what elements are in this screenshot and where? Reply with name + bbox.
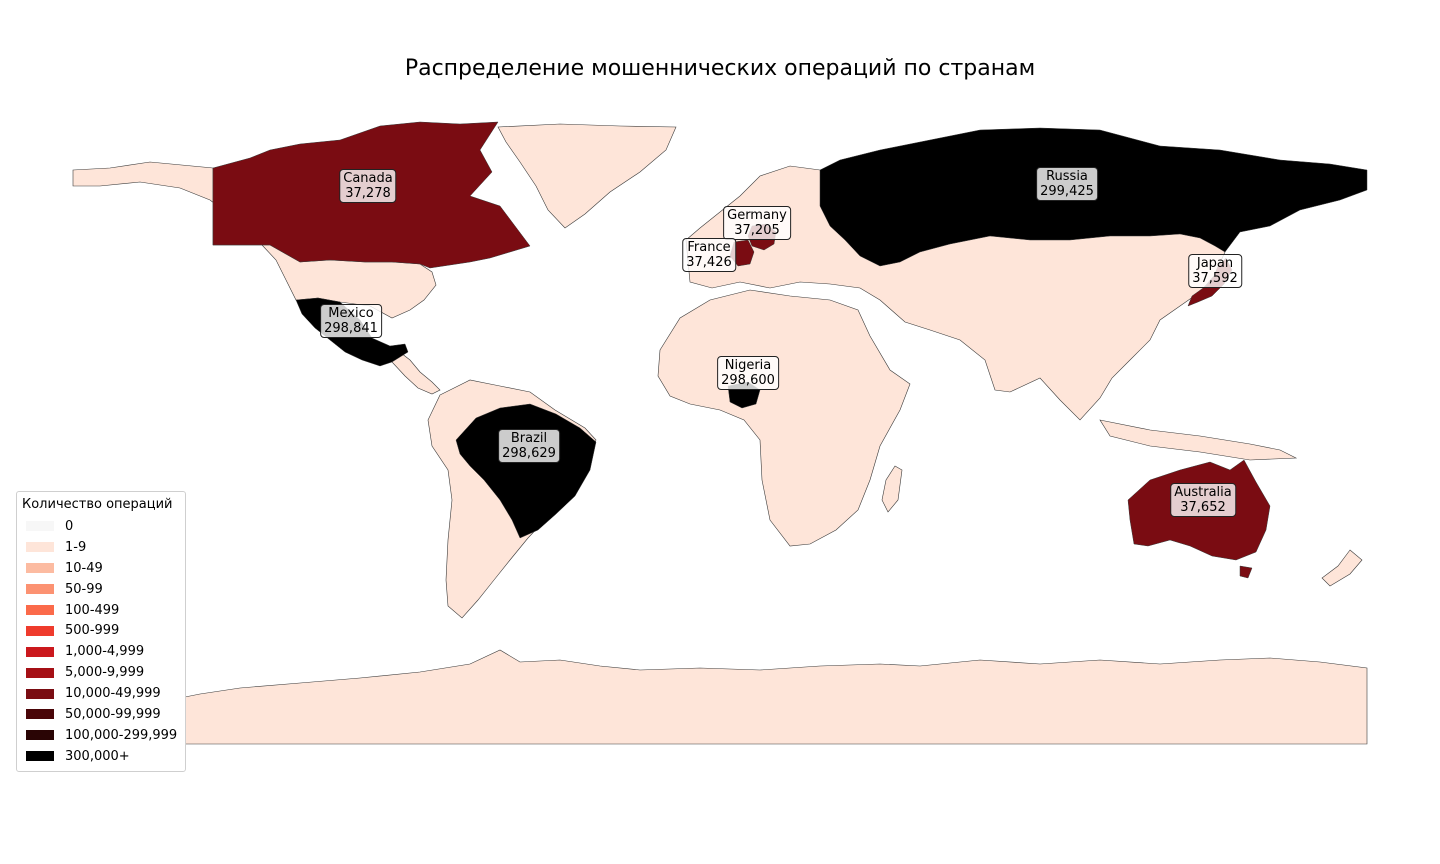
label-russia-name: Russia [1046, 169, 1088, 184]
legend-swatch [26, 751, 54, 762]
legend-label: 100,000-299,999 [65, 727, 178, 743]
map-legend: Количество операций 0 1-9 10-49 50-99 100-49… [16, 491, 186, 772]
label-germany-name: Germany [727, 208, 787, 223]
legend-swatch [26, 542, 54, 553]
legend-label: 500-999 [65, 623, 120, 639]
legend-item: 10,000-49,999 [21, 683, 181, 704]
label-russia: Russia 299,425 [1036, 167, 1098, 201]
label-nigeria-value: 298,600 [721, 373, 775, 388]
legend-label: 1-9 [65, 539, 87, 555]
legend-item: 100-499 [21, 600, 181, 621]
legend-label: 100-499 [65, 602, 120, 618]
legend-item: 500-999 [21, 620, 181, 641]
legend-swatch [26, 688, 54, 699]
label-germany: Germany 37,205 [723, 206, 791, 240]
label-france-value: 37,426 [686, 255, 732, 270]
label-brazil: Brazil 298,629 [498, 429, 560, 463]
legend-items: 0 1-9 10-49 50-99 100-499 500-999 1,000-4,999 5… [21, 516, 181, 767]
label-japan-value: 37,592 [1192, 271, 1238, 286]
legend-label: 300,000+ [65, 748, 130, 764]
legend-swatch [26, 584, 54, 595]
legend-swatch [26, 646, 54, 657]
legend-swatch [26, 730, 54, 741]
map-title: Распределение мошеннических операций по … [404, 56, 1036, 81]
legend-item: 0 [21, 516, 181, 537]
legend-item: 300,000+ [21, 746, 181, 767]
legend-swatch [26, 521, 54, 532]
label-france: France 37,426 [682, 238, 736, 272]
label-nigeria: Nigeria 298,600 [717, 356, 779, 390]
label-australia-name: Australia [1174, 485, 1232, 500]
madagascar [881, 465, 903, 513]
label-japan-name: Japan [1196, 256, 1234, 271]
central-america [391, 345, 441, 395]
label-canada-value: 37,278 [345, 186, 391, 201]
label-brazil-value: 298,629 [502, 446, 556, 461]
label-japan: Japan 37,592 [1188, 254, 1242, 288]
label-canada-name: Canada [343, 171, 393, 186]
legend-swatch [26, 605, 54, 615]
legend-item: 1,000-4,999 [21, 641, 181, 662]
legend-label: 0 [65, 518, 74, 534]
legend-item: 10-49 [21, 558, 181, 579]
label-nigeria-name: Nigeria [724, 358, 772, 373]
legend-swatch [26, 563, 54, 574]
label-canada: Canada 37,278 [339, 169, 397, 203]
legend-item: 100,000-299,999 [21, 725, 181, 746]
label-australia-value: 37,652 [1180, 500, 1226, 515]
label-mexico: Mexico 298,841 [320, 304, 382, 338]
label-france-name: France [687, 240, 731, 255]
legend-item: 50-99 [21, 579, 181, 600]
label-mexico-value: 298,841 [324, 321, 378, 336]
legend-label: 5,000-9,999 [65, 665, 145, 681]
legend-swatch [26, 709, 54, 720]
legend-item: 50,000-99,999 [21, 704, 181, 725]
legend-label: 50-99 [65, 581, 103, 597]
legend-swatch [26, 667, 54, 678]
label-australia: Australia 37,652 [1170, 483, 1236, 517]
legend-label: 50,000-99,999 [65, 706, 161, 722]
legend-item: 5,000-9,999 [21, 662, 181, 683]
legend-label: 10-49 [65, 560, 103, 576]
greenland [497, 123, 677, 229]
label-russia-value: 299,425 [1040, 184, 1094, 199]
label-mexico-name: Mexico [328, 306, 374, 321]
label-germany-value: 37,205 [734, 223, 780, 238]
legend-title: Количество операций [22, 497, 173, 512]
tasmania-shape [1239, 565, 1253, 579]
indonesia [1099, 419, 1298, 461]
legend-swatch [26, 625, 54, 636]
antarctica [169, 649, 1368, 745]
legend-label: 1,000-4,999 [65, 644, 145, 660]
africa [657, 289, 911, 547]
legend-label: 10,000-49,999 [65, 686, 161, 702]
legend-item: 1-9 [21, 537, 181, 558]
label-brazil-name: Brazil [510, 431, 548, 446]
brazil-shape [455, 403, 597, 539]
new-zealand [1321, 549, 1363, 587]
